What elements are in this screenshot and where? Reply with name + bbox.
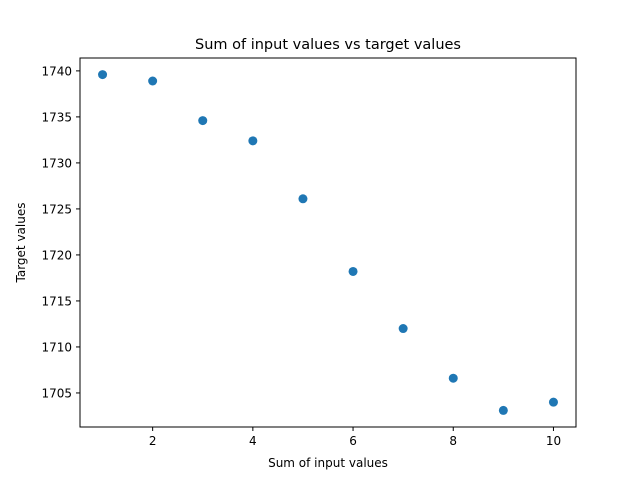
data-points [98, 70, 558, 415]
y-tick-label: 1705 [41, 386, 72, 400]
data-point [448, 373, 458, 383]
y-tick-label: 1720 [41, 248, 72, 262]
y-tick-label: 1715 [41, 294, 72, 308]
x-tick-label: 2 [149, 434, 157, 448]
data-point [148, 76, 158, 86]
data-point [348, 266, 358, 276]
x-axis-label: Sum of input values [268, 456, 388, 470]
y-tick-label: 1730 [41, 156, 72, 170]
y-tick-label: 1725 [41, 202, 72, 216]
plot-frame [79, 57, 577, 428]
y-axis-label: Target values [14, 203, 28, 284]
plot-area [79, 57, 577, 428]
x-tick-label: 6 [349, 434, 357, 448]
y-axis: 1705 1710 1715 1720 1725 1730 1735 1740 [41, 64, 80, 400]
x-tick-label: 8 [449, 434, 457, 448]
data-point [548, 397, 558, 407]
y-tick-label: 1735 [41, 110, 72, 124]
data-point [398, 324, 408, 334]
x-axis: 2 4 6 8 10 [149, 427, 561, 448]
x-tick-label: 4 [249, 434, 257, 448]
y-tick-label: 1740 [41, 64, 72, 78]
x-tick-label: 10 [546, 434, 561, 448]
data-point [248, 136, 258, 146]
chart-title: Sum of input values vs target values [195, 37, 461, 53]
data-point [298, 194, 308, 204]
data-point [98, 70, 108, 80]
y-tick-label: 1710 [41, 340, 72, 354]
data-point [198, 116, 208, 126]
data-point [498, 405, 508, 415]
